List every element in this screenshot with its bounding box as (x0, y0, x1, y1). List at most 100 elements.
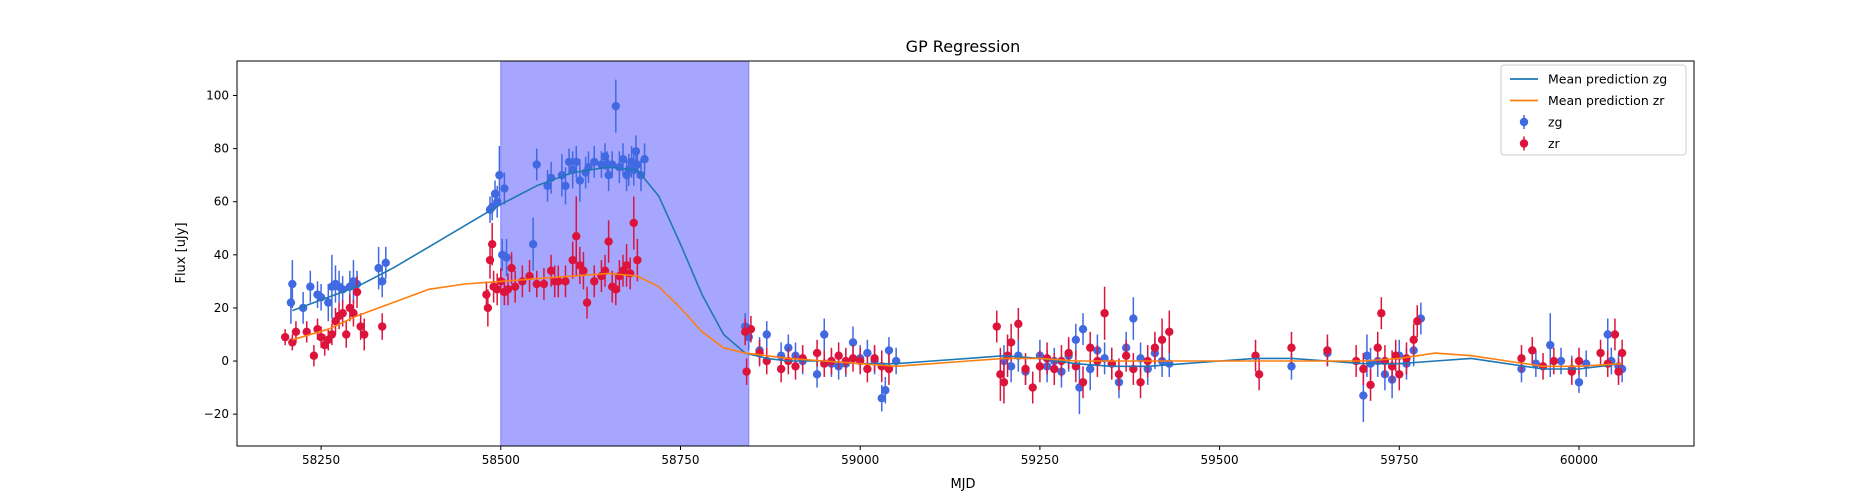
data-point-zr (1409, 335, 1418, 344)
data-point-zr (503, 285, 513, 294)
data-point-zr (1395, 370, 1404, 379)
data-point-zr (1014, 319, 1023, 329)
data-point-zr (1254, 370, 1264, 379)
data-point-zr (507, 263, 516, 273)
data-point-zr (327, 330, 337, 339)
data-point-zg (1603, 330, 1612, 339)
data-point-zr (1549, 356, 1559, 366)
data-point-zg (1556, 356, 1566, 366)
data-point-zr (1617, 348, 1627, 358)
data-point-zg (1546, 340, 1555, 350)
data-point-zr (342, 330, 351, 339)
plot-data-layer (280, 61, 1627, 446)
data-point-zg (288, 279, 297, 289)
plot-frame (236, 60, 1695, 447)
data-point-zr (863, 364, 872, 374)
data-point-zr (1100, 309, 1109, 318)
data-point-zr (1596, 348, 1605, 358)
data-point-zg (631, 147, 641, 156)
highlight-span (500, 61, 750, 446)
legend-box (1500, 64, 1687, 156)
y-tick-label: 0 (221, 354, 229, 368)
y-tick-label: 60 (214, 195, 229, 209)
data-point-zr (633, 255, 642, 265)
data-point-zr (377, 322, 387, 331)
data-point-zr (288, 338, 297, 347)
data-point-zr (1150, 343, 1160, 352)
data-point-zg (286, 298, 296, 307)
data-point-zr (302, 327, 311, 337)
data-point-zr (1165, 327, 1174, 337)
data-point-zg (1362, 351, 1372, 360)
data-point-zg (863, 348, 872, 358)
data-point-zr (1064, 348, 1073, 358)
plot-area: 58250 58500 58750 59000 59250 59500 59750 60000… (204, 60, 1695, 467)
data-point-zr (579, 266, 588, 275)
data-point-zg (1574, 378, 1584, 387)
data-point-zr (510, 282, 520, 291)
data-point-zr (546, 266, 556, 275)
series-line-mean-prediction-zr (292, 272, 1623, 368)
data-point-zr (487, 240, 497, 249)
data-point-zg (1359, 391, 1368, 400)
data-point-zr (1086, 343, 1095, 352)
data-point-zr (532, 279, 541, 289)
data-point-zr (746, 324, 756, 334)
legend: Mean prediction zg Mean prediction zr zg zr (1500, 64, 1687, 156)
data-point-zr (525, 271, 534, 281)
series-zr (280, 196, 1627, 404)
data-point-zr (1287, 343, 1296, 352)
data-point-zr (590, 277, 599, 286)
data-point-zr (1050, 364, 1059, 374)
data-point-zg (490, 189, 500, 198)
data-point-zg (1071, 335, 1081, 344)
data-point-zr (834, 351, 843, 360)
series-line-mean-prediction-zg (292, 166, 1623, 370)
data-point-zr (568, 255, 577, 265)
data-point-zr (1078, 378, 1088, 387)
data-point-zr (1413, 317, 1422, 326)
data-point-zr (812, 348, 822, 358)
data-point-zr (629, 218, 638, 228)
data-point-zr (1323, 346, 1332, 355)
data-point-zr (1157, 335, 1167, 344)
data-point-zr (1366, 380, 1375, 390)
data-point-zg (306, 282, 315, 291)
data-point-zg (381, 258, 390, 267)
data-point-zr (316, 332, 326, 342)
legend-label: zg (1548, 115, 1563, 130)
y-axis-label: Flux [uJy] (174, 222, 189, 283)
data-point-zr (622, 261, 631, 270)
data-point-zg (374, 263, 383, 273)
data-point-zr (493, 285, 502, 294)
x-tick-label: 59750 (1380, 453, 1418, 467)
data-point-zr (349, 309, 358, 318)
chart-title: GP Regression (906, 37, 1021, 56)
data-point-zr (554, 277, 563, 286)
data-point-zg (618, 155, 628, 164)
x-axis-label: MJD (950, 477, 975, 492)
data-point-zr (309, 351, 319, 360)
data-point-zg (572, 157, 581, 167)
data-point-zr (604, 237, 613, 246)
data-point-zg (812, 370, 822, 379)
data-point-zr (1574, 356, 1584, 366)
data-point-zg (604, 170, 613, 180)
data-point-zr (742, 367, 751, 376)
data-point-zr (1028, 383, 1037, 392)
data-point-zg (1287, 362, 1296, 371)
data-point-zr (1359, 364, 1368, 374)
data-point-zr (870, 354, 879, 363)
data-point-zr (483, 303, 493, 313)
legend-point-swatch (1519, 117, 1529, 127)
data-point-zr (582, 298, 592, 307)
data-point-zr (291, 327, 301, 337)
data-point-zr (1614, 367, 1623, 376)
data-point-zr (360, 330, 369, 339)
data-point-zg (848, 338, 858, 347)
data-point-zg (881, 386, 890, 395)
data-point-zg (324, 298, 333, 307)
data-point-zg (500, 184, 509, 193)
data-point-zr (1373, 343, 1382, 352)
